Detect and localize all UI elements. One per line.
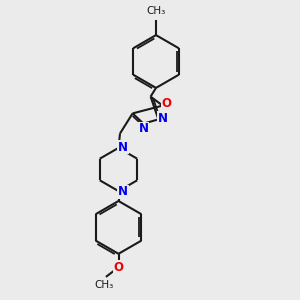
Text: CH₃: CH₃ [146,7,166,16]
Text: N: N [158,112,168,125]
Text: N: N [118,185,128,198]
Text: CH₃: CH₃ [95,280,114,290]
Text: N: N [118,141,128,154]
Text: O: O [113,261,124,274]
Text: N: N [138,122,148,135]
Text: O: O [161,97,172,110]
